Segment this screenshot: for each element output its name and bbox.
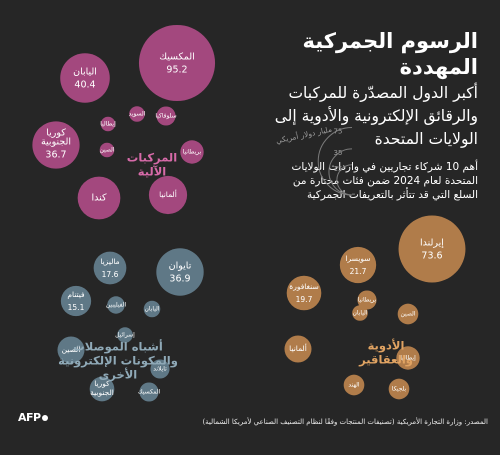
bubble — [99, 142, 115, 158]
legend-ring — [336, 164, 353, 196]
bubble — [286, 275, 322, 311]
bubble-name: تايوان — [169, 261, 192, 272]
bubble — [339, 246, 377, 284]
group-label: المركبات — [127, 151, 177, 165]
bubble — [57, 336, 85, 364]
bubble-name: فيتنام — [67, 290, 85, 299]
bubble — [138, 24, 216, 102]
legend-ring — [328, 148, 353, 196]
bubble — [396, 346, 420, 370]
bubble-name-line: الجنوبية — [90, 388, 114, 397]
bubble — [117, 327, 133, 343]
group-label: والمكونات الإلكترونية — [58, 354, 178, 369]
bubble — [89, 376, 115, 402]
bubble — [397, 303, 419, 325]
page-title: الرسوم الجمركية المهددة — [302, 29, 478, 79]
bubble — [93, 251, 127, 285]
bubble — [180, 140, 204, 164]
bubble-name: اليابان — [352, 310, 367, 317]
bubble — [60, 53, 110, 103]
bubble — [352, 305, 368, 321]
bubble-name: إيطاليا — [400, 355, 416, 362]
bubble-name-line: كوريا — [94, 379, 110, 388]
afp-logo: AFP — [18, 411, 48, 424]
bubble — [357, 290, 377, 310]
bubble-name: بلجيكا — [392, 386, 407, 393]
bubble-name: إيرلندا — [420, 238, 444, 249]
group-label: والعقاقير — [358, 353, 413, 368]
bubble-name-line: كوريا — [46, 128, 66, 139]
bubble — [77, 176, 121, 220]
bubble — [129, 106, 145, 122]
bubble-name: سلوفاكيا — [155, 113, 176, 120]
bubble-name: كندا — [91, 193, 106, 204]
bubble — [156, 106, 176, 126]
bubble — [156, 248, 204, 296]
group-label: الأخرى — [99, 368, 138, 382]
bubble — [107, 296, 125, 314]
bubble-value: 40.4 — [74, 80, 95, 91]
bubble — [284, 335, 312, 363]
title-block: الرسوم الجمركية المهددة أكبر الدول المصد… — [240, 28, 478, 202]
page-description: أهم 10 شركاء تجاريين في واردات الولايات … — [291, 161, 478, 201]
bubble — [32, 121, 80, 169]
bubble-value: 73.6 — [421, 251, 442, 262]
bubble-name: الفيليبين — [106, 302, 127, 309]
bubble — [150, 359, 170, 379]
group-label: أشباه الموصلات — [73, 339, 163, 355]
bubble — [139, 382, 159, 402]
bubble-name: تايلاند — [153, 366, 167, 373]
bubble-name: سويسرا — [345, 254, 370, 263]
bubble-name: الصين — [99, 147, 114, 154]
bubble-name: إيطاليا — [100, 121, 116, 128]
bubble — [100, 116, 116, 132]
bubble-name: المكسيك — [159, 52, 195, 63]
bubble-name: بريطانيا — [183, 149, 202, 156]
source-note: المصدر: وزارة التجارة الأمريكية (تصنيفات… — [202, 418, 488, 426]
bubble-name: الهند — [348, 382, 360, 389]
bubble-value: 17.6 — [102, 270, 119, 279]
bubble-name: ماليزيا — [100, 257, 119, 266]
legend-ring — [317, 126, 353, 196]
bubble — [343, 374, 365, 396]
bubble-value: 95.2 — [166, 65, 187, 76]
bubble — [60, 285, 92, 317]
bubble — [398, 215, 466, 283]
bubble-value: 19.7 — [296, 295, 313, 304]
bubble-name: المكسيك — [138, 389, 161, 396]
bubble-value: 36.7 — [45, 150, 66, 161]
afp-logo-text: AFP — [18, 411, 41, 424]
bubble-name-line: الجنوبية — [41, 137, 71, 148]
bubble-value: 21.7 — [350, 267, 367, 276]
bubble-name: الصين — [62, 345, 81, 354]
legend-size-label: 35 — [334, 149, 343, 157]
afp-logo-dot — [41, 415, 48, 421]
bubble-value: 36.9 — [169, 274, 190, 285]
bubble-name: ألمانيا — [289, 343, 307, 353]
bubble-name: الصين — [400, 311, 415, 318]
bubble-name: اليابان — [144, 306, 159, 313]
bubble — [143, 300, 161, 318]
bubble — [388, 378, 410, 400]
legend-size-label: 15 — [334, 165, 343, 173]
bubble-value: 15.1 — [68, 303, 85, 312]
bubble-name: اليابان — [73, 67, 97, 78]
bubble-name: سنغافورة — [289, 282, 318, 291]
bubble-name: إسرائيل — [115, 332, 135, 339]
bubble-name: السويد — [129, 111, 146, 118]
bubble-name: ألمانيا — [159, 189, 177, 199]
group-label: الآلية — [138, 165, 167, 179]
legend-size-label: 75 — [334, 127, 343, 135]
bubble-name: بريطانيا — [358, 297, 377, 304]
page-subtitle: أكبر الدول المصدّرة للمركبات والرقائق ال… — [274, 84, 478, 148]
bubble — [148, 175, 188, 215]
group-label: الأدوية — [368, 339, 405, 354]
